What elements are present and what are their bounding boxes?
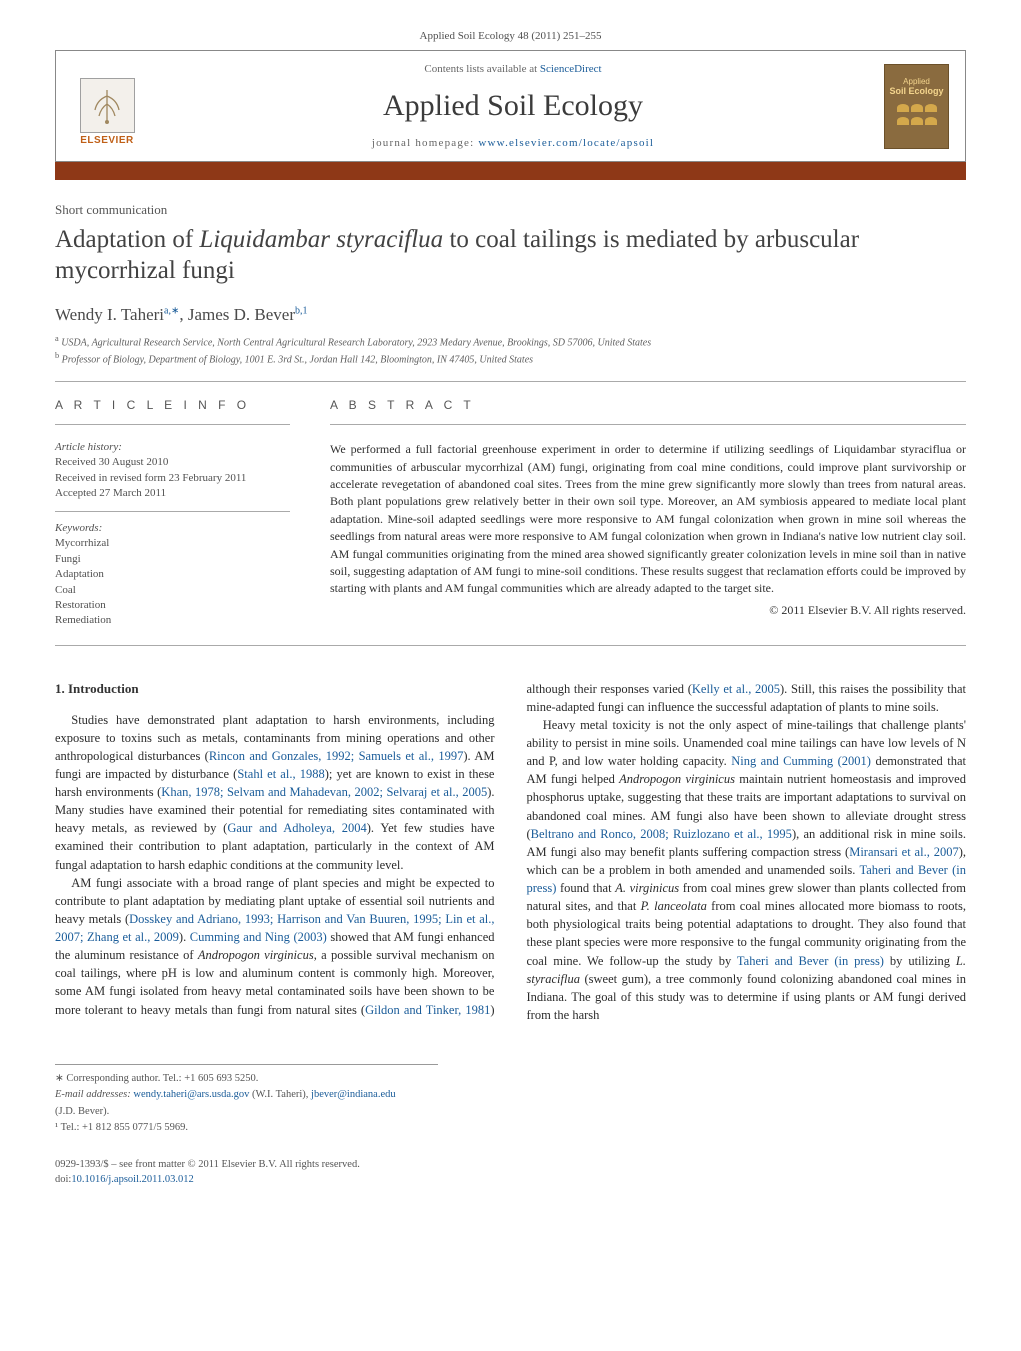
tel-note: ¹ Tel.: +1 812 855 0771/5 5969. — [55, 1120, 438, 1136]
email-line: E-mail addresses: wendy.taheri@ars.usda.… — [55, 1087, 438, 1103]
ref-link[interactable]: Gildon and Tinker, 1981 — [365, 1003, 490, 1017]
article-info: A R T I C L E I N F O Article history: R… — [55, 398, 290, 629]
cover-line2: Soil Ecology — [889, 86, 943, 96]
intro-heading: 1. Introduction — [55, 680, 495, 699]
homepage-prefix: journal homepage: — [372, 137, 479, 149]
affiliations: a USDA, Agricultural Research Service, N… — [55, 333, 966, 368]
p3-t10: (sweet gum), a tree commonly found colon… — [527, 972, 967, 1022]
cover-line1: Applied — [903, 77, 930, 86]
homepage-link[interactable]: www.elsevier.com/locate/apsoil — [478, 137, 654, 149]
history-received: Received 30 August 2010 — [55, 455, 290, 470]
author-1: Wendy I. Taheri — [55, 305, 164, 324]
abs-divider — [330, 424, 966, 425]
abstract-body: We performed a full factorial greenhouse… — [330, 442, 966, 595]
journal-cover-thumb: Applied Soil Ecology — [884, 64, 949, 149]
abstract-heading: A B S T R A C T — [330, 398, 966, 412]
footnotes: ∗ Corresponding author. Tel.: +1 605 693… — [55, 1064, 438, 1136]
doi-link[interactable]: 10.1016/j.apsoil.2011.03.012 — [71, 1174, 193, 1185]
email-link-1[interactable]: wendy.taheri@ars.usda.gov — [133, 1089, 249, 1100]
front-matter: 0929-1393/$ – see front matter © 2011 El… — [55, 1158, 966, 1173]
brown-bar — [55, 162, 966, 180]
affil-a: USDA, Agricultural Research Service, Nor… — [61, 337, 651, 348]
contents-prefix: Contents lists available at — [424, 63, 539, 75]
email2-who: (J.D. Bever). — [55, 1104, 438, 1120]
ai-divider — [55, 424, 290, 425]
doi-label: doi: — [55, 1174, 71, 1185]
author-1-sup: a,∗ — [164, 305, 179, 316]
email-link-2[interactable]: jbever@indiana.edu — [311, 1089, 396, 1100]
title-species: Liquidambar styraciflua — [199, 226, 443, 253]
cover-pattern-icon — [892, 104, 942, 128]
ref-link[interactable]: Taheri and Bever (in press) — [737, 954, 884, 968]
elsevier-tree-icon — [80, 78, 135, 133]
kw-3: Coal — [55, 583, 290, 598]
body-columns: 1. Introduction Studies have demonstrate… — [55, 680, 966, 1024]
kw-4: Restoration — [55, 598, 290, 613]
abstract-block: A B S T R A C T We performed a full fact… — [330, 398, 966, 629]
corresponding-note: ∗ Corresponding author. Tel.: +1 605 693… — [55, 1071, 438, 1087]
affil-b: Professor of Biology, Department of Biol… — [62, 354, 533, 365]
meta-divider-bottom — [55, 645, 966, 646]
p2-t2: ). — [179, 930, 190, 944]
email1-who: (W.I. Taheri), — [249, 1089, 311, 1100]
copyright: © 2011 Elsevier B.V. All rights reserved… — [330, 602, 966, 619]
article-title: Adaptation of Liquidambar styraciflua to… — [55, 224, 966, 287]
contents-line: Contents lists available at ScienceDirec… — [142, 63, 884, 75]
kw-0: Mycorrhizal — [55, 536, 290, 551]
journal-reference: Applied Soil Ecology 48 (2011) 251–255 — [55, 30, 966, 42]
homepage-line: journal homepage: www.elsevier.com/locat… — [142, 137, 884, 149]
ref-link[interactable]: Kelly et al., 2005 — [692, 682, 780, 696]
ref-link[interactable]: Gaur and Adholeya, 2004 — [227, 821, 366, 835]
footer: 0929-1393/$ – see front matter © 2011 El… — [55, 1158, 966, 1187]
ref-link[interactable]: Ning and Cumming (2001) — [731, 754, 871, 768]
ref-link[interactable]: Khan, 1978; Selvam and Mahadevan, 2002; … — [161, 785, 487, 799]
p3-em3: P. lanceolata — [641, 899, 707, 913]
ref-link[interactable]: Beltrano and Ronco, 2008; Ruizlozano et … — [531, 827, 792, 841]
journal-title: Applied Soil Ecology — [142, 89, 884, 123]
history-accepted: Accepted 27 March 2011 — [55, 486, 290, 501]
elsevier-text: ELSEVIER — [80, 135, 133, 146]
author-2: James D. Bever — [188, 305, 295, 324]
abstract-text: We performed a full factorial greenhouse… — [330, 441, 966, 619]
title-pre: Adaptation of — [55, 226, 199, 253]
email-label: E-mail addresses: — [55, 1089, 133, 1100]
elsevier-logo: ELSEVIER — [72, 66, 142, 146]
section-type: Short communication — [55, 202, 966, 218]
ref-link[interactable]: Miransari et al., 2007 — [849, 845, 959, 859]
paragraph-3: Heavy metal toxicity is not the only asp… — [527, 716, 967, 1024]
p3-em2: A. virginicus — [615, 881, 679, 895]
ref-link[interactable]: Cumming and Ning (2003) — [190, 930, 327, 944]
keywords-label: Keywords: — [55, 522, 290, 534]
kw-5: Remediation — [55, 613, 290, 628]
keywords-block: Keywords: Mycorrhizal Fungi Adaptation C… — [55, 522, 290, 628]
header-center: Contents lists available at ScienceDirec… — [142, 63, 884, 149]
kw-2: Adaptation — [55, 567, 290, 582]
p3-t9: by utilizing — [884, 954, 956, 968]
author-sep: , — [179, 305, 188, 324]
history-revised: Received in revised form 23 February 201… — [55, 471, 290, 486]
ref-link[interactable]: Stahl et al., 1988 — [237, 767, 324, 781]
kw-1: Fungi — [55, 552, 290, 567]
p3-t6: found that — [556, 881, 615, 895]
history-label: Article history: — [55, 441, 290, 453]
p3-em1: Andropogon virginicus — [619, 772, 735, 786]
history-block: Article history: Received 30 August 2010… — [55, 441, 290, 512]
journal-header: ELSEVIER Contents lists available at Sci… — [55, 51, 966, 162]
author-2-sup: b,1 — [295, 305, 308, 316]
meta-divider-top — [55, 381, 966, 382]
sciencedirect-link[interactable]: ScienceDirect — [540, 63, 602, 75]
authors: Wendy I. Taheria,∗, James D. Beverb,1 — [55, 305, 966, 325]
ref-link[interactable]: Rincon and Gonzales, 1992; Samuels et al… — [209, 749, 464, 763]
paragraph-1: Studies have demonstrated plant adaptati… — [55, 711, 495, 874]
p2-em1: Andropogon virginicus — [198, 948, 314, 962]
article-info-heading: A R T I C L E I N F O — [55, 398, 290, 412]
meta-row: A R T I C L E I N F O Article history: R… — [55, 398, 966, 629]
